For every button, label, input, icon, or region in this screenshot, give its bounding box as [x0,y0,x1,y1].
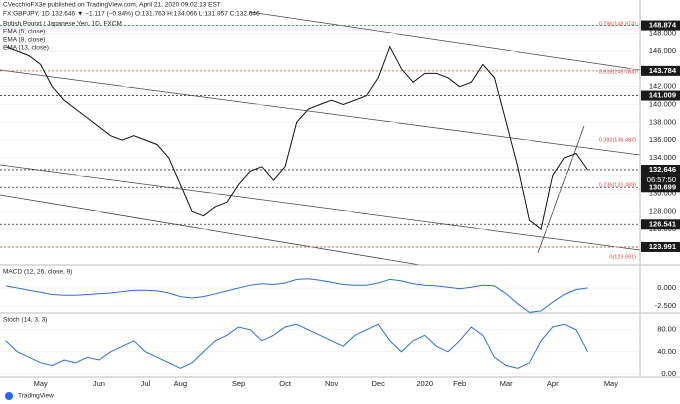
level-label-box [641,182,680,193]
macd-title: MACD (12, 26, close, 9) [3,269,72,276]
x-tick-label: Apr [547,379,559,388]
chart-title: British Pound / Japanese Yen, 1D, FXCM [3,21,122,28]
ema-label: EMA (5, close) [3,29,45,36]
y-tick-label: 138.000 [649,117,676,126]
x-tick-label: Feb [453,379,466,388]
logo [5,392,13,400]
publisher: CVecchioFX3e published on TradingView.co… [3,2,221,9]
x-tick-label: Jul [141,379,151,388]
level-label-box [641,241,680,252]
price-line [5,45,589,230]
level-label: 126.541 [649,219,676,228]
y-tick-label: 146.000 [649,46,676,55]
x-tick-label: Sep [232,379,245,388]
trend-line [0,194,421,266]
y-tick-label: 80.00 [657,325,676,334]
symbol-line: FX:GBPJPY, 1D 132.646 ▼ −1.117 (−0.84%) … [3,11,260,18]
x-tick-label: Aug [174,379,187,388]
level-label-box [641,90,680,101]
trend-line [0,69,641,156]
y-tick-label: 0.000 [657,283,676,292]
x-tick-label: May [34,379,48,388]
trend-line [0,164,641,251]
y-tick-label: 148.000 [649,28,676,37]
level-label: 123.991 [649,242,676,251]
level-label-box [641,164,680,175]
level-label: 148.874 [649,21,677,30]
fib-label: 0.618(143.784) [599,69,636,75]
fib-label: 0.786(148.874) [599,21,636,27]
y-tick-label: 142.000 [649,82,676,91]
level-label-box [641,65,680,76]
y-tick-label: 0.00 [661,369,676,378]
y-tick-label: 130.000 [649,188,676,197]
x-tick-label: Jun [93,379,105,388]
price-line [5,323,589,369]
fib-label: 0.236(131.489) [599,182,636,188]
y-tick-label: 128.000 [649,206,676,215]
x-tick-label: Mar [500,379,513,388]
price-line [5,278,588,313]
y-tick-label: 134.000 [649,153,676,162]
level-label-box [641,219,680,230]
level-label: 130.699 [649,182,676,191]
stoch-title: Stoch (14, 3, 3) [3,317,47,324]
y-tick-label: 136.000 [649,135,676,144]
ema-label: EMA (8, close) [3,37,45,44]
trend-line [537,125,585,254]
countdown: 06:57:50 [647,175,676,184]
x-tick-label: Nov [325,379,339,388]
fib-label: 0(123.991) [609,254,636,260]
y-tick-label: 40.00 [657,347,676,356]
level-label: 132.646 [649,165,676,174]
x-tick-label: May [604,379,618,388]
ema-label: EMA (13, close) [3,45,49,52]
y-tick-label: 140.000 [649,100,676,109]
level-label: 143.784 [649,66,677,75]
level-label-box [641,20,680,31]
x-tick-label: Dec [372,379,386,388]
y-tick-label: -2.500 [655,301,676,310]
footer: TradingView [18,393,54,400]
x-tick-label: 2020 [416,379,433,388]
countdown-box [641,174,680,185]
x-tick-label: Oct [279,379,292,388]
level-label: 141.009 [649,91,676,100]
channel-lines [0,11,641,266]
fib-label: 0.382(136.487) [599,137,636,143]
trend-line [249,11,641,71]
